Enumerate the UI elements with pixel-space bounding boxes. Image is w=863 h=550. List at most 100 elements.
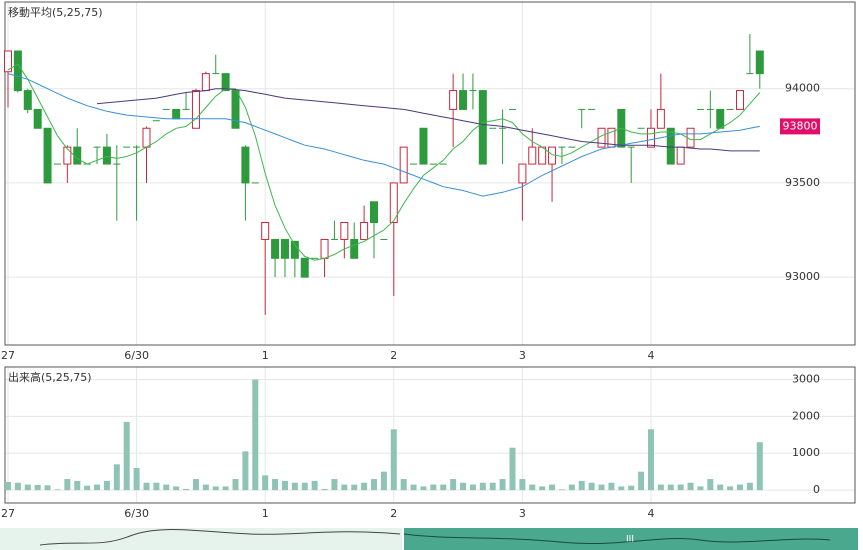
x-tick-label: 6/30 (124, 349, 149, 362)
x-tick-label: 4 (647, 507, 654, 520)
y-tick-label: 1000 (792, 446, 820, 459)
candle-body (191, 90, 200, 129)
candle-body (736, 90, 745, 110)
bar (440, 484, 447, 491)
last-price-label: 93800 (783, 119, 818, 132)
candle-body (4, 50, 12, 73)
y-tick-label: 94000 (785, 82, 820, 95)
candle-body (280, 238, 289, 259)
bar (400, 479, 407, 491)
bar (262, 475, 269, 491)
bar (84, 485, 91, 491)
candle-body (241, 146, 250, 184)
navigator-window[interactable] (404, 528, 858, 550)
candle-body (755, 50, 764, 75)
candle-body (320, 238, 329, 259)
bar (529, 484, 536, 491)
bar (74, 480, 81, 491)
bar (657, 484, 664, 491)
bar (727, 486, 734, 491)
panel-title: 出来高(5,25,75) (8, 370, 92, 384)
x-tick-label: 6/30 (124, 507, 149, 520)
bar (647, 429, 654, 491)
candle-body (419, 127, 428, 165)
candle-body (172, 108, 181, 120)
bar (232, 479, 239, 491)
ma-line (7, 73, 760, 197)
bar (598, 484, 605, 491)
y-tick-label: 2000 (792, 409, 820, 422)
bar (14, 482, 21, 491)
candle-body (518, 163, 527, 184)
navigator-handle[interactable]: III (626, 535, 634, 545)
bar (143, 482, 150, 491)
ma-line (96, 88, 760, 152)
bar (608, 482, 615, 491)
bar (331, 479, 338, 491)
candle-body (676, 146, 685, 165)
navigator-line (39, 529, 401, 546)
candle-body (33, 108, 42, 129)
candle-body (370, 201, 379, 223)
bar (351, 484, 358, 491)
panel-title: 移動平均(5,25,75) (8, 5, 103, 19)
ma-line (7, 63, 761, 261)
bar (222, 486, 229, 491)
x-tick-label: 2 (390, 507, 397, 520)
candle-body (102, 146, 111, 165)
candle-body (300, 257, 309, 278)
bar (746, 482, 753, 491)
bar (519, 479, 526, 491)
bar (539, 486, 546, 491)
bar (192, 479, 199, 491)
bar (618, 486, 625, 491)
bar (103, 480, 110, 491)
candle-body (23, 90, 32, 110)
x-tick-label: 3 (519, 349, 526, 362)
bar (34, 484, 41, 491)
bar (469, 484, 476, 491)
bar (479, 482, 486, 491)
bar (568, 484, 575, 491)
bar (717, 484, 724, 491)
candle-body (656, 108, 665, 129)
bar (489, 482, 496, 491)
candle-body (399, 146, 408, 184)
bar (737, 484, 744, 491)
bar (380, 471, 387, 491)
bar (677, 484, 684, 491)
candle-body (43, 127, 52, 184)
bar (113, 464, 120, 491)
candle-body (646, 127, 655, 148)
bar (94, 484, 101, 491)
bar (558, 489, 565, 491)
x-tick-label: 4 (647, 349, 654, 362)
x-tick-label: 2 (390, 349, 397, 362)
bar (291, 482, 298, 491)
bar (410, 484, 417, 491)
candle-body (201, 73, 210, 92)
bar (628, 485, 635, 491)
candle-body (63, 146, 72, 165)
candle-body (666, 127, 675, 165)
bar (687, 482, 694, 491)
bar (54, 489, 61, 491)
bar (173, 486, 180, 491)
bar (460, 482, 467, 491)
bar (163, 484, 170, 491)
y-tick-label: 93500 (785, 176, 820, 189)
bar (578, 480, 585, 491)
bar (430, 484, 437, 491)
candle-body (528, 146, 537, 165)
bar (133, 467, 140, 491)
candle-body (13, 50, 22, 92)
bar (341, 484, 348, 491)
bar (252, 379, 259, 491)
y-tick-label: 93000 (785, 270, 820, 283)
candle-body (449, 90, 458, 110)
bar (212, 486, 219, 491)
bar (44, 485, 51, 491)
bar (549, 484, 556, 491)
candle-body (389, 182, 398, 224)
candle-body (142, 127, 151, 148)
